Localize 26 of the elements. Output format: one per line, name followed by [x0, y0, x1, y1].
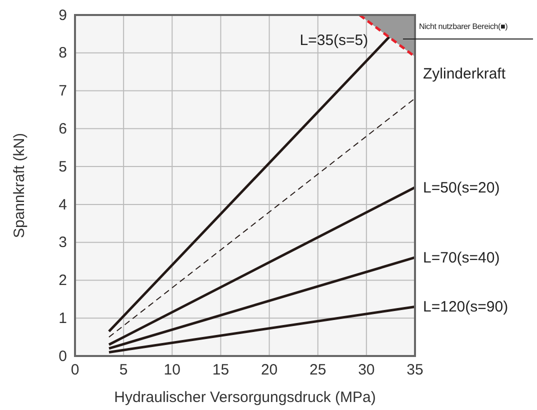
- series-label: Zylinderkraft: [423, 65, 506, 82]
- x-tick-label: 25: [310, 362, 326, 379]
- text: Nicht nutzbarer Bereich(■): [419, 22, 508, 31]
- x-tick-label: 10: [164, 362, 180, 379]
- y-tick-label: 1: [58, 310, 67, 327]
- y-tick-label: 3: [58, 234, 67, 252]
- y-axis-title: Spannkraft (kN): [11, 132, 28, 238]
- series-label: L=120(s=90): [423, 298, 508, 316]
- x-tick-label: 35: [406, 362, 424, 379]
- x-tick-label: 30: [358, 362, 375, 379]
- y-tick-label: 4: [58, 196, 67, 214]
- y-tick-label: 8: [58, 44, 67, 62]
- x-axis-title: Hydraulischer Versorgungsdruck (MPa): [114, 389, 376, 406]
- y-tick-label: 2: [58, 272, 67, 290]
- x-tick-label: 20: [260, 362, 278, 379]
- x-tick-label: 0: [70, 362, 80, 379]
- y-tick-label: 0: [58, 348, 67, 365]
- y-tick-label: 5: [58, 158, 67, 176]
- y-tick-label: 9: [58, 6, 67, 24]
- x-tick-label: 15: [212, 362, 230, 379]
- series-label: L=70(s=40): [423, 249, 500, 266]
- x-tick-label: 5: [119, 362, 128, 379]
- y-tick-label: 6: [58, 120, 67, 138]
- y-tick-label: 7: [58, 82, 67, 100]
- series-label: L=50(s=20): [423, 179, 500, 196]
- series-label: L=35(s=5): [300, 32, 368, 49]
